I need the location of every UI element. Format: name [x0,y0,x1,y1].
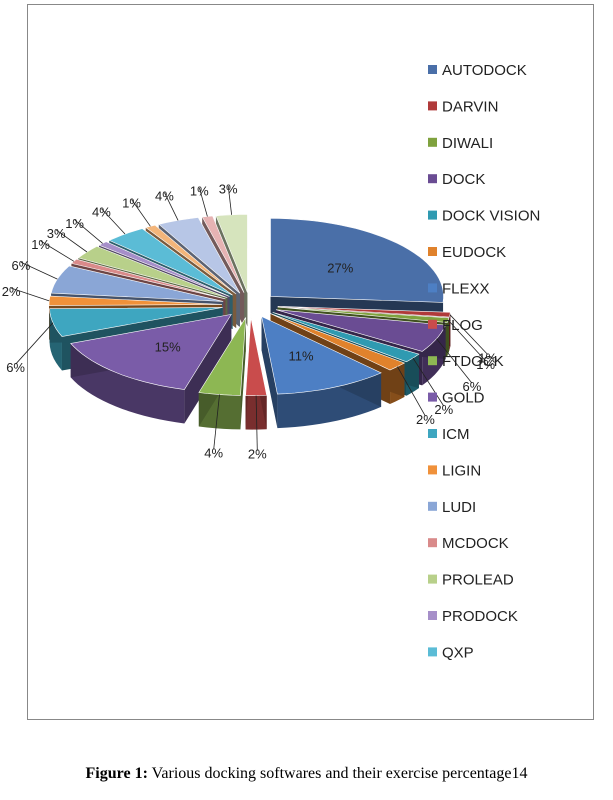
slice-label-16: 4% [92,205,111,220]
slice-label-3: 6% [463,379,482,394]
pie-slice-ludi [50,265,224,302]
leader-line-11 [11,287,50,302]
slice-label-0: 27% [327,260,353,275]
legend-swatch-8 [428,356,437,366]
legend-label-16: QXP [442,644,474,661]
leader-line-5 [397,366,426,417]
legend: AUTODOCK DARVIN DIWALI DOCK DOCK VISION EUDOC… [428,62,540,661]
pie-slice-eudock [270,313,406,371]
slice-label-8: 4% [204,446,223,461]
leader-line-2 [447,319,486,362]
pie-wall-6-1 [261,316,278,429]
leader-line-19 [198,187,208,217]
legend-label-0: AUTODOCK [442,62,527,79]
pie-side-9 [70,343,185,424]
slice-label-6: 11% [288,349,313,364]
leader-line-18 [164,192,179,221]
legend-swatch-15 [428,611,437,620]
slice-label-14: 3% [47,226,66,241]
legend-swatch-6 [428,283,437,293]
legend-label-1: DARVIN [442,98,498,115]
legend-swatch-9 [428,392,437,402]
leader-line-15 [74,219,103,244]
leader-line-10 [15,322,54,365]
leader-line-3 [436,338,473,384]
slice-label-20: 3% [219,182,238,197]
slice-label-11: 2% [2,284,21,299]
pie-leaders [11,185,488,451]
legend-label-2: DIWALI [442,135,493,152]
legend-label-8: FTDOCK [442,353,504,370]
slice-label-12: 6% [12,258,31,273]
pie-slice-ligin [48,295,223,306]
legend-label-5: EUDOCK [442,244,506,261]
legend-label-12: LUDI [442,499,476,516]
legend-swatch-12 [428,501,437,511]
legend-swatch-2 [428,137,437,147]
slice-label-10: 6% [6,360,25,375]
leader-line-8 [213,394,220,450]
legend-swatch-13 [428,538,437,548]
leader-line-13 [40,240,75,262]
slice-label-18: 4% [155,188,174,203]
slice-label-4: 2% [434,402,453,417]
slice-label-5: 2% [416,412,435,427]
leader-line-4 [412,357,445,407]
pie-tops [48,214,451,396]
legend-label-3: DOCK [442,171,485,188]
legend-label-15: PRODOCK [442,608,518,625]
slice-label-7: 2% [248,447,267,462]
legend-label-6: FLEXX [442,280,490,297]
legend-label-9: GOLD [442,390,485,407]
pie-slice-qxp [108,228,233,296]
slice-label-13: 1% [31,237,50,252]
legend-swatch-5 [428,247,437,256]
legend-swatch-3 [428,174,437,184]
pie-slice-icm [49,307,223,337]
leader-line-12 [20,261,58,280]
legend-label-7: FLOG [442,317,483,334]
leader-line-16 [101,208,126,235]
legend-swatch-16 [428,647,437,657]
slice-label-2: 1% [476,357,495,372]
leader-line-7 [255,395,258,451]
pie-slice-gold [70,313,232,390]
leader-line-1 [449,314,488,355]
slice-label-15: 1% [65,216,84,231]
legend-swatch-7 [428,319,437,329]
slice-label-9: 15% [155,339,181,354]
pie-labels: 27%1%1%6%2%2%11%2%4%15%6%2%6%1%3%1%4%1% 4… [2,182,498,462]
legend-swatch-10 [428,429,437,438]
caption-text: Various docking softwares and their exer… [147,765,528,782]
legend-swatch-1 [428,101,437,111]
legend-label-14: PROLEAD [442,572,514,589]
legend-swatch-0 [428,65,437,74]
caption-prefix: Figure 1: [85,765,148,782]
legend-swatch-4 [428,210,437,220]
legend-label-10: ICM [442,426,470,443]
pie-slice-flog [245,317,268,396]
slice-label-1: 1% [478,351,497,366]
figure-caption: Figure 1: Various docking softwares and … [0,765,613,783]
legend-swatch-14 [428,574,437,584]
legend-swatch-11 [428,465,437,475]
leader-line-14 [55,229,88,253]
pie-slice-autodock [270,218,444,303]
legend-label-11: LIGIN [442,462,481,479]
pie-slice-flexx [261,315,382,395]
leader-line-17 [131,199,151,227]
legend-label-4: DOCK VISION [442,208,540,225]
pie-slice-dock [275,309,447,352]
leader-line-20 [227,185,232,215]
slice-label-19: 1% [190,184,209,199]
slice-label-17: 1% [122,195,141,210]
pie-chart: 27%1%1%6%2%2%11%2%4%15%6%2%6%1%3%1%4%1% 4… [2,62,541,661]
legend-label-13: MCDOCK [442,535,509,552]
pie-slice-dock-vision [272,312,420,363]
